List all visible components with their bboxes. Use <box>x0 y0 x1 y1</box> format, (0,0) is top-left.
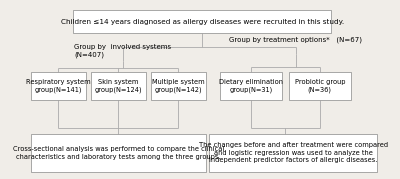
Text: Probiotic group
(N=36): Probiotic group (N=36) <box>294 79 345 93</box>
FancyBboxPatch shape <box>220 72 282 100</box>
FancyBboxPatch shape <box>31 72 86 100</box>
Text: Children ≤14 years diagnosed as allergy diseases were recruited in this study.: Children ≤14 years diagnosed as allergy … <box>61 19 344 25</box>
FancyBboxPatch shape <box>209 134 377 172</box>
Text: Group by treatment options*   (N=67): Group by treatment options* (N=67) <box>230 37 362 43</box>
FancyBboxPatch shape <box>151 72 206 100</box>
FancyBboxPatch shape <box>289 72 351 100</box>
Text: Multiple system
group(N=142): Multiple system group(N=142) <box>152 79 205 93</box>
Text: The changes before and after treatment were compared
and logistic regression was: The changes before and after treatment w… <box>199 142 388 163</box>
Text: Cross-sectional analysis was performed to compare the clinical
characteristics a: Cross-sectional analysis was performed t… <box>13 146 224 160</box>
FancyBboxPatch shape <box>31 134 206 172</box>
Text: Dietary elimination
group(N=31): Dietary elimination group(N=31) <box>219 79 283 93</box>
FancyBboxPatch shape <box>73 10 331 33</box>
Text: Skin system
group(N=124): Skin system group(N=124) <box>94 79 142 93</box>
Text: Respiratory system
group(N=141): Respiratory system group(N=141) <box>26 79 90 93</box>
Text: Group by  involved systems
(N=407): Group by involved systems (N=407) <box>74 44 171 58</box>
FancyBboxPatch shape <box>91 72 146 100</box>
